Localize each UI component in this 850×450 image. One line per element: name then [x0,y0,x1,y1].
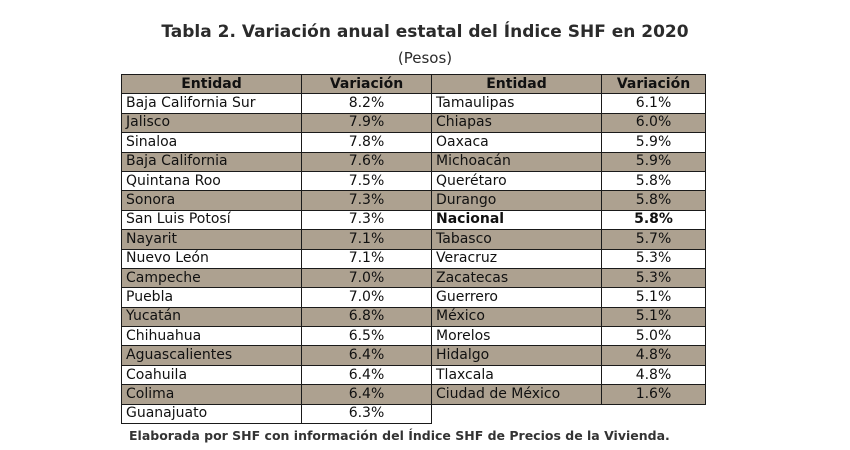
table-body: Baja California Sur 8.2% Tamaulipas 6.1% Jal… [121,93,706,425]
table-row: Nuevo León 7.1% Veracruz 5.3% [121,248,706,269]
variacion-cell: 5.8% [601,209,706,231]
variacion-cell: 6.4% [301,364,432,386]
entidad-cell: Guanajuato [121,403,302,425]
entidad-cell: Quintana Roo [121,170,302,192]
table-row: Coahuila 6.4% Tlaxcala 4.8% [121,364,706,386]
table-row: Baja California Sur 8.2% Tamaulipas 6.1% [121,93,706,114]
entidad-cell: Colima [121,384,302,405]
entidad-cell: Baja California [121,151,302,172]
table-row: Aguascalientes 6.4% Hidalgo 4.8% [121,345,706,366]
variacion-cell: 7.3% [301,190,432,211]
entidad-cell: Chiapas [431,112,602,134]
table-header-row: Entidad Variación Entidad Variación [121,73,706,95]
table-row: San Luis Potosí 7.3% Nacional 5.8% [121,209,706,231]
variacion-cell: 5.7% [601,229,706,250]
table-row: Yucatán 6.8% México 5.1% [121,306,706,328]
table-row: Quintana Roo 7.5% Querétaro 5.8% [121,170,706,192]
variacion-cell: 7.5% [301,170,432,192]
table-row: Guanajuato 6.3% [121,403,706,425]
source-note: Elaborada por SHF con información del Ín… [129,428,670,443]
header-variacion-left: Variación [301,73,432,95]
entidad-cell: Nacional [431,209,602,231]
variacion-cell: 5.9% [601,151,706,172]
variacion-cell: 6.3% [301,403,432,425]
entidad-cell: Guerrero [431,287,602,308]
variacion-cell: 1.6% [601,384,706,405]
entidad-cell: Jalisco [121,112,302,134]
variacion-cell: 7.1% [301,248,432,269]
variacion-cell: 7.0% [301,287,432,308]
entidad-cell: Tabasco [431,229,602,250]
variacion-cell: 5.1% [601,287,706,308]
table-row: Sonora 7.3% Durango 5.8% [121,190,706,211]
variacion-cell: 5.3% [601,248,706,269]
table-row: Colima 6.4% Ciudad de México 1.6% [121,384,706,405]
entidad-cell: México [431,306,602,328]
variacion-cell: 7.0% [301,267,432,289]
table-row: Nayarit 7.1% Tabasco 5.7% [121,229,706,250]
entidad-cell: Puebla [121,287,302,308]
header-variacion-right: Variación [601,73,706,95]
table-row: Baja California 7.6% Michoacán 5.9% [121,151,706,172]
variacion-cell: 6.1% [601,93,706,114]
header-entidad-right: Entidad [431,73,602,95]
entidad-cell: Morelos [431,326,602,347]
variacion-cell: 5.3% [601,267,706,289]
variacion-cell: 5.9% [601,132,706,153]
variacion-cell: 6.5% [301,326,432,347]
entidad-cell: Coahuila [121,364,302,386]
entidad-cell: Tlaxcala [431,364,602,386]
empty-cell [601,403,706,424]
variacion-cell: 5.0% [601,326,706,347]
entidad-cell: Baja California Sur [121,93,302,114]
table-title: Tabla 2. Variación anual estatal del Índ… [161,22,689,42]
entidad-cell: Chihuahua [121,326,302,347]
entidad-cell: Nuevo León [121,248,302,269]
entidad-cell: Ciudad de México [431,384,602,405]
entidad-cell: Sinaloa [121,132,302,153]
entidad-cell: Durango [431,190,602,211]
variacion-cell: 7.8% [301,132,432,153]
entidad-cell: Michoacán [431,151,602,172]
table-row: Sinaloa 7.8% Oaxaca 5.9% [121,132,706,153]
variacion-cell: 5.8% [601,170,706,192]
entidad-cell: Oaxaca [431,132,602,153]
table-row: Campeche 7.0% Zacatecas 5.3% [121,267,706,289]
entidad-cell: Veracruz [431,248,602,269]
table-row: Puebla 7.0% Guerrero 5.1% [121,287,706,308]
entidad-cell: Campeche [121,267,302,289]
table-subtitle: (Pesos) [397,49,453,67]
entidad-cell: Tamaulipas [431,93,602,114]
entidad-cell: Hidalgo [431,345,602,366]
variacion-cell: 4.8% [601,364,706,386]
variacion-cell: 7.6% [301,151,432,172]
empty-cell [431,403,602,424]
variacion-cell: 6.0% [601,112,706,134]
variacion-cell: 5.1% [601,306,706,328]
variacion-cell: 8.2% [301,93,432,114]
variacion-cell: 6.8% [301,306,432,328]
entidad-cell: San Luis Potosí [121,209,302,231]
variacion-cell: 7.1% [301,229,432,250]
variacion-cell: 4.8% [601,345,706,366]
entidad-cell: Querétaro [431,170,602,192]
table-row: Jalisco 7.9% Chiapas 6.0% [121,112,706,134]
entidad-cell: Sonora [121,190,302,211]
table-row: Chihuahua 6.5% Morelos 5.0% [121,326,706,347]
entidad-cell: Aguascalientes [121,345,302,366]
variation-table: Entidad Variación Entidad Variación Baja… [121,73,706,425]
variacion-cell: 5.8% [601,190,706,211]
entidad-cell: Yucatán [121,306,302,328]
entidad-cell: Zacatecas [431,267,602,289]
entidad-cell: Nayarit [121,229,302,250]
variacion-cell: 7.9% [301,112,432,134]
variacion-cell: 7.3% [301,209,432,231]
variacion-cell: 6.4% [301,345,432,366]
variacion-cell: 6.4% [301,384,432,405]
header-entidad-left: Entidad [121,73,302,95]
